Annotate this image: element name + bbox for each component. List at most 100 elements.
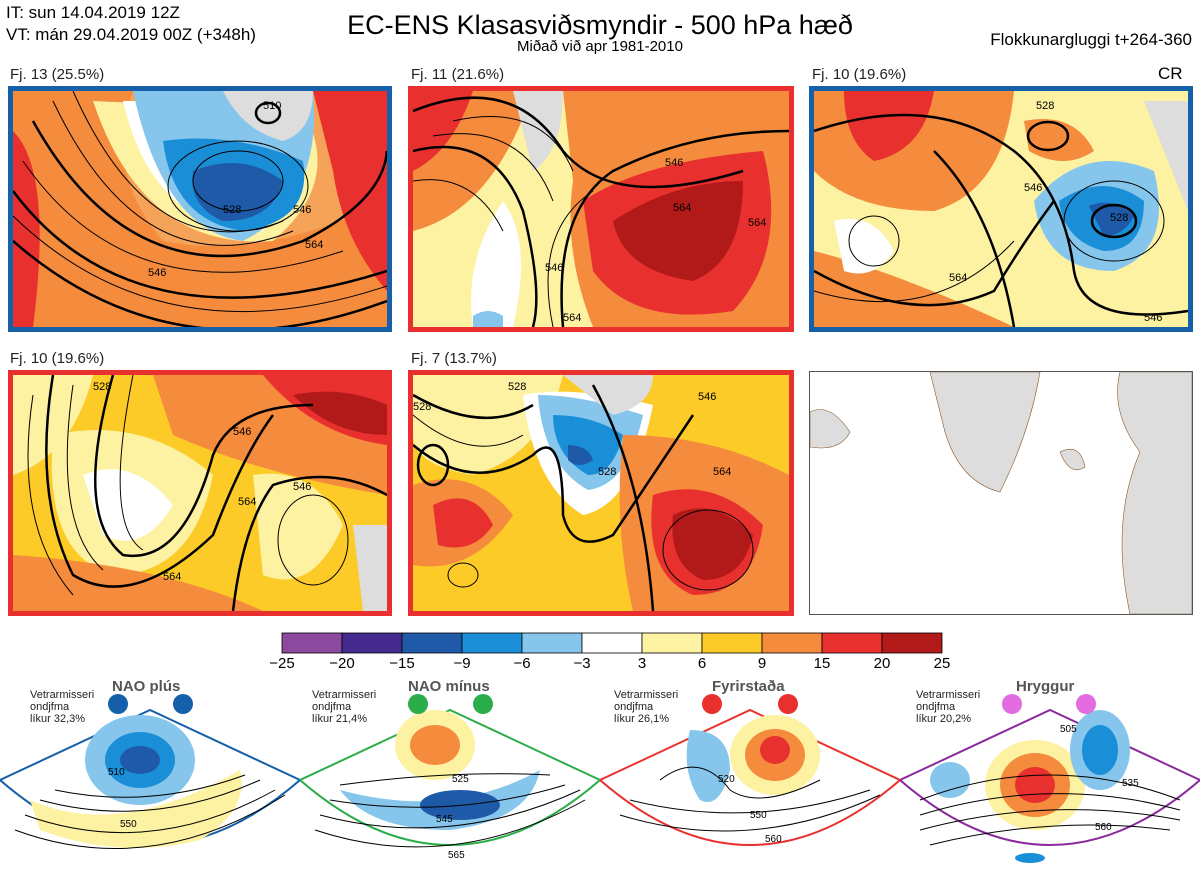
contour-label: 528 bbox=[508, 381, 526, 393]
contour-label: 510 bbox=[263, 100, 281, 112]
header-info: IT: sun 14.04.2019 12Z VT: mán 29.04.201… bbox=[6, 2, 256, 46]
regime-ridge: Hryggur Vetrarmisseri ondjfma líkur 20,2… bbox=[900, 676, 1200, 871]
info-line: Vetrarmisseri bbox=[916, 689, 981, 701]
panel-2-label: Fj. 11 (21.6%) bbox=[411, 66, 505, 83]
info-line: Vetrarmisseri bbox=[614, 689, 679, 701]
cr-label: CR bbox=[1158, 64, 1183, 83]
colorbar-swatch bbox=[641, 632, 703, 654]
page-subtitle: Miðað við apr 1981-2010 bbox=[517, 38, 683, 55]
contour-label: 545 bbox=[436, 814, 453, 825]
colorbar-tick-label: 9 bbox=[757, 655, 767, 672]
contour-label: 528 bbox=[93, 381, 111, 393]
contour-label: 546 bbox=[293, 481, 311, 493]
cluster-map-1: 510 528 546 564 546 bbox=[8, 86, 392, 332]
cluster-map-2: 546 564 564 546 564 bbox=[408, 86, 794, 332]
regime-blocking: Fyrirstaða Vetrarmisseri ondjfma líkur 2… bbox=[600, 676, 900, 871]
colorbar-swatch bbox=[461, 632, 523, 654]
info-line: líkur 26,1% bbox=[614, 713, 670, 725]
contour-label: 546 bbox=[545, 262, 563, 274]
contour-label: 550 bbox=[120, 819, 137, 830]
colorbar-tick-label: 15 bbox=[813, 655, 831, 672]
info-line: líkur 21,4% bbox=[312, 713, 368, 725]
contour-label: 560 bbox=[1095, 822, 1112, 833]
colorbar-swatch bbox=[581, 632, 643, 654]
contour-label: 528 bbox=[1036, 100, 1054, 112]
colorbar-swatches bbox=[281, 632, 943, 654]
contour-label: 510 bbox=[108, 767, 125, 778]
contour-label: 546 bbox=[698, 391, 716, 403]
contour-label: 546 bbox=[1024, 182, 1042, 194]
contour-label: 550 bbox=[750, 810, 767, 821]
colorbar-swatch bbox=[401, 632, 463, 654]
contour-label: 525 bbox=[452, 774, 469, 785]
regime-title: Hryggur bbox=[1016, 678, 1075, 695]
panel-3-label: Fj. 10 (19.6%) bbox=[812, 66, 907, 83]
colorbar-tick-label: 25 bbox=[933, 655, 951, 672]
contour-label: 546 bbox=[1144, 312, 1162, 324]
colorbar-tick-label: 3 bbox=[637, 655, 647, 672]
panel-4-label: Fj. 10 (19.6%) bbox=[10, 350, 105, 367]
cluster-map-4: 528 546 546 564 564 bbox=[8, 370, 392, 616]
contour-label: 546 bbox=[665, 157, 683, 169]
contour-label: 564 bbox=[563, 312, 581, 324]
contour-label: 560 bbox=[765, 834, 782, 845]
colorbar-swatch bbox=[281, 632, 343, 654]
colorbar-tick-label: −15 bbox=[389, 655, 415, 672]
page-title: EC-ENS Klasasviðsmyndir - 500 hPa hæð bbox=[347, 10, 853, 40]
colorbar-tick-label: −20 bbox=[329, 655, 355, 672]
contour-label: 564 bbox=[238, 496, 256, 508]
panel-5-label: Fj. 7 (13.7%) bbox=[411, 350, 497, 367]
contour-label: 528 bbox=[1110, 212, 1128, 224]
info-line: ondjfma bbox=[614, 701, 654, 713]
valid-time: VT: mán 29.04.2019 00Z (+348h) bbox=[6, 25, 256, 44]
info-line: ondjfma bbox=[30, 701, 70, 713]
info-line: Vetrarmisseri bbox=[30, 689, 95, 701]
regime-title: NAO mínus bbox=[408, 678, 490, 695]
info-line: líkur 32,3% bbox=[30, 713, 86, 725]
colorbar-tick-label: −6 bbox=[513, 655, 531, 672]
contour-label: 564 bbox=[949, 272, 967, 284]
empty-map bbox=[809, 371, 1193, 615]
regime-probability: Vetrarmisseri ondjfma líkur 21,4% bbox=[312, 689, 376, 725]
contour-label: 535 bbox=[1122, 778, 1139, 789]
classification-window: Flokkunargluggi t+264-360 bbox=[990, 30, 1192, 49]
colorbar-swatch bbox=[881, 632, 943, 654]
colorbar-swatch bbox=[821, 632, 883, 654]
colorbar-tick-label: −25 bbox=[269, 655, 295, 672]
colorbar-swatch bbox=[761, 632, 823, 654]
contour-label: 564 bbox=[713, 466, 731, 478]
contour-label: 505 bbox=[1060, 724, 1077, 735]
regime-nao-plus: NAO plús Vetrarmisseri ondjfma líkur 32,… bbox=[0, 676, 300, 871]
contour-label: 565 bbox=[448, 850, 465, 861]
info-line: ondjfma bbox=[312, 701, 352, 713]
contour-label: 528 bbox=[223, 204, 241, 216]
colorbar-swatch bbox=[701, 632, 763, 654]
contour-label: 564 bbox=[673, 202, 691, 214]
colorbar-swatch bbox=[521, 632, 583, 654]
regime-title: Fyrirstaða bbox=[712, 678, 785, 695]
panel-1-label: Fj. 13 (25.5%) bbox=[10, 66, 105, 83]
colorbar-tick-label: 20 bbox=[873, 655, 891, 672]
colorbar-tick-label: −3 bbox=[573, 655, 591, 672]
cluster-map-3: 528 528 546 564 546 bbox=[809, 86, 1193, 332]
info-line: Vetrarmisseri bbox=[312, 689, 377, 701]
colorbar-tick-label: −9 bbox=[453, 655, 471, 672]
regime-nao-minus: NAO mínus Vetrarmisseri ondjfma líkur 21… bbox=[300, 676, 600, 871]
contour-label: 546 bbox=[148, 267, 166, 279]
info-line: ondjfma bbox=[916, 701, 956, 713]
regime-title: NAO plús bbox=[112, 678, 181, 695]
cluster-map-5: 528 528 528 546 564 bbox=[408, 370, 794, 616]
regime-probability: Vetrarmisseri ondjfma líkur 32,3% bbox=[30, 689, 94, 725]
contour-label: 546 bbox=[293, 204, 311, 216]
colorbar-swatch bbox=[341, 632, 403, 654]
regime-probability: Vetrarmisseri ondjfma líkur 20,2% bbox=[916, 689, 980, 725]
contour-label: 520 bbox=[718, 774, 735, 785]
colorbar-tick-label: 6 bbox=[697, 655, 707, 672]
info-line: líkur 20,2% bbox=[916, 713, 972, 725]
initial-time: IT: sun 14.04.2019 12Z bbox=[6, 3, 180, 22]
regime-probability: Vetrarmisseri ondjfma líkur 26,1% bbox=[614, 689, 678, 725]
contour-label: 528 bbox=[413, 401, 431, 413]
contour-label: 546 bbox=[233, 426, 251, 438]
contour-label: 564 bbox=[305, 239, 323, 251]
contour-label: 528 bbox=[598, 466, 616, 478]
